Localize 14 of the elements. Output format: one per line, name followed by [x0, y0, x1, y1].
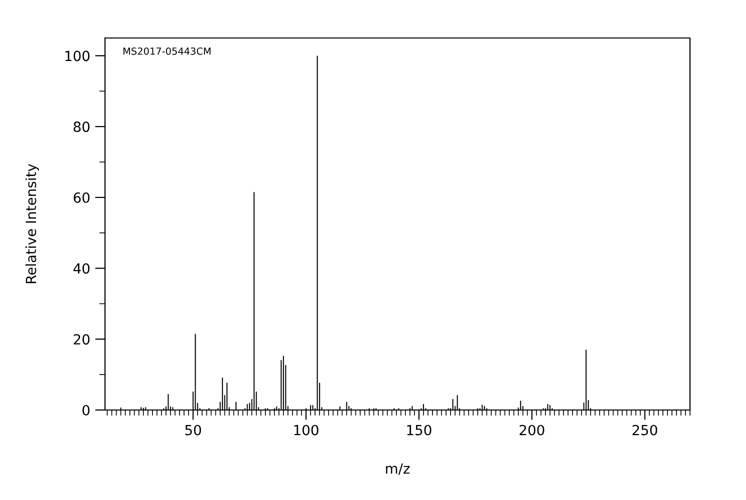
annotation: MS2017-05443CM	[124, 47, 211, 55]
y-tick-label: 0	[82, 404, 90, 416]
y-tick-label: 40	[73, 263, 90, 274]
y-tick-label: 80	[74, 122, 90, 132]
x-axis-title: m/z	[386, 463, 410, 475]
y-axis-title: Relative Intensity	[25, 164, 39, 284]
y-tick-label: 20	[74, 334, 90, 345]
x-tick-label: 100	[294, 424, 318, 436]
x-tick-label: 200	[520, 424, 544, 436]
x-tick-label: 250	[632, 424, 658, 436]
x-tick-label: 150	[407, 424, 432, 436]
y-tick-label: 100	[65, 50, 90, 62]
x-tick-label: 50	[185, 424, 202, 436]
y-tick-label: 60	[74, 192, 90, 203]
